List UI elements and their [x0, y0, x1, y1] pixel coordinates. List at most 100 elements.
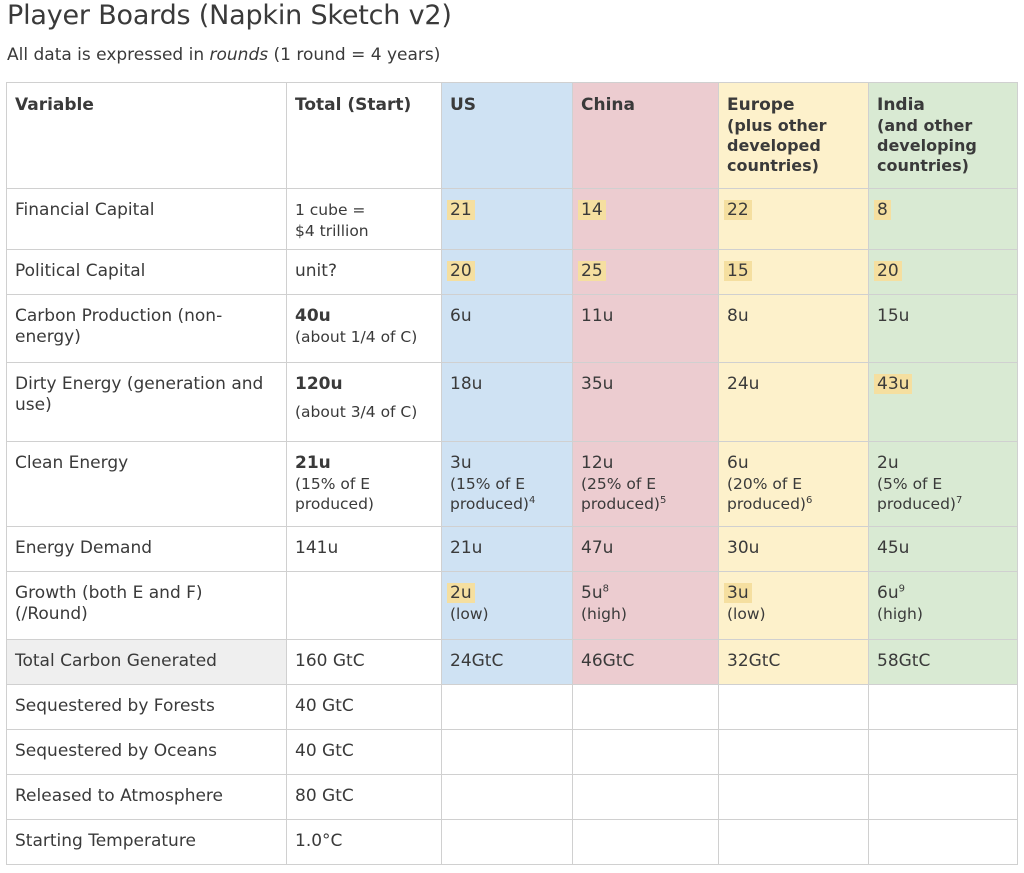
cell-india-dirty-energy: 43u: [868, 362, 1018, 442]
row-forests: Sequestered by Forests 40 GtC: [6, 684, 1018, 730]
total-financial-value: 1 cube =: [295, 201, 366, 219]
footnote-india-clean-energy[interactable]: 7: [955, 494, 963, 506]
cell-us-financial: 21: [441, 188, 573, 250]
total-dirty-energy-value: 120u: [295, 374, 343, 394]
total-clean-energy-sub: (15% of E produced): [295, 475, 374, 513]
value-china-financial: 14: [578, 200, 606, 220]
header-europe-sub: (plus other developed countries): [727, 116, 827, 175]
footnote-china-clean-energy[interactable]: 5: [659, 494, 667, 506]
row-political-capital: Political Capital unit? 20 25 15 20: [6, 249, 1018, 295]
total-financial-capital: 1 cube = $4 trillion: [286, 188, 442, 250]
value-china-dirty-energy: 35u: [572, 362, 719, 442]
empty-cell: [868, 819, 1018, 865]
footnote-china-growth[interactable]: 8: [602, 583, 609, 595]
value-europe-political: 15: [724, 261, 752, 281]
note-india-clean-energy: (5% of E produced)7: [877, 474, 1009, 514]
sub-us-clean-energy: (15% of E produced): [450, 475, 529, 513]
label-clean-energy: Clean Energy: [6, 441, 287, 527]
cell-china-growth: 5u8 (high): [572, 571, 719, 640]
value-europe-financial: 22: [724, 200, 752, 220]
sub-europe-growth: (low): [727, 605, 766, 623]
header-india-label: India: [877, 95, 925, 115]
value-us-total-carbon: 24GtC: [441, 639, 573, 685]
empty-cell: [868, 684, 1018, 730]
cell-india-clean-energy: 2u (5% of E produced)7: [868, 441, 1018, 527]
note-europe-clean-energy: (20% of E produced)6: [727, 474, 860, 514]
cell-europe-clean-energy: 6u (20% of E produced)6: [718, 441, 869, 527]
subtitle-text: All data is expressed in: [7, 45, 210, 65]
empty-cell: [718, 774, 869, 820]
value-india-financial: 8: [874, 200, 891, 220]
total-clean-energy-value: 21u: [295, 453, 331, 473]
value-china-energy-demand: 47u: [572, 526, 719, 572]
row-growth: Growth (both E and F) (/Round) 2u (low) 5…: [6, 571, 1018, 640]
total-political-capital: unit?: [286, 249, 442, 295]
total-dirty-energy-sub: (about 3/4 of C): [295, 403, 418, 421]
label-financial-capital: Financial Capital: [6, 188, 287, 250]
sub-us-growth: (low): [450, 605, 489, 623]
header-europe: Europe (plus other developed countries): [718, 82, 869, 189]
player-boards-table: Variable Total (Start) US China Europe (p…: [6, 82, 1018, 865]
cell-europe-political: 15: [718, 249, 869, 295]
cell-europe-financial: 22: [718, 188, 869, 250]
value-china-carbon-production: 11u: [572, 294, 719, 363]
value-india-clean-energy: 2u: [877, 453, 899, 473]
value-china-total-carbon: 46GtC: [572, 639, 719, 685]
value-india-total-carbon: 58GtC: [868, 639, 1018, 685]
total-forests: 40 GtC: [286, 684, 442, 730]
value-india-energy-demand: 45u: [868, 526, 1018, 572]
sub-india-growth: (high): [877, 605, 923, 623]
footnote-europe-clean-energy[interactable]: 6: [805, 494, 813, 506]
total-clean-energy: 21u (15% of E produced): [286, 441, 442, 527]
header-india: India (and other developing countries): [868, 82, 1018, 189]
value-us-financial: 21: [447, 200, 475, 220]
header-europe-label: Europe: [727, 95, 795, 115]
footnote-india-growth[interactable]: 9: [898, 583, 905, 595]
value-europe-total-carbon: 32GtC: [718, 639, 869, 685]
label-energy-demand: Energy Demand: [6, 526, 287, 572]
total-financial-sub: $4 trillion: [295, 222, 369, 240]
footnote-us-clean-energy[interactable]: 4: [528, 494, 536, 506]
value-us-energy-demand: 21u: [441, 526, 573, 572]
row-oceans: Sequestered by Oceans 40 GtC: [6, 729, 1018, 775]
value-europe-energy-demand: 30u: [718, 526, 869, 572]
cell-india-political: 20: [868, 249, 1018, 295]
label-political-capital: Political Capital: [6, 249, 287, 295]
value-us-political: 20: [447, 261, 475, 281]
sub-china-clean-energy: (25% of E produced): [581, 475, 660, 513]
row-dirty-energy: Dirty Energy (generation and use) 120u (a…: [6, 362, 1018, 442]
subtitle-emphasis: rounds: [209, 45, 269, 65]
sub-china-growth: (high): [581, 605, 627, 623]
note-china-clean-energy: (25% of E produced)5: [581, 474, 710, 514]
empty-cell: [441, 819, 573, 865]
total-oceans: 40 GtC: [286, 729, 442, 775]
empty-cell: [868, 729, 1018, 775]
subtitle-text-end: (1 round = 4 years): [268, 45, 441, 65]
total-temperature: 1.0°C: [286, 819, 442, 865]
note-us-clean-energy: (15% of E produced)4: [450, 474, 564, 514]
label-dirty-energy: Dirty Energy (generation and use): [6, 362, 287, 442]
header-total: Total (Start): [286, 82, 442, 189]
empty-cell: [572, 774, 719, 820]
empty-cell: [718, 819, 869, 865]
empty-cell: [868, 774, 1018, 820]
header-us: US: [441, 82, 573, 189]
total-carbon-production-sub: (about 1/4 of C): [295, 328, 418, 346]
total-total-carbon: 160 GtC: [286, 639, 442, 685]
cell-china-financial: 14: [572, 188, 719, 250]
value-us-carbon-production: 6u: [441, 294, 573, 363]
header-variable: Variable: [6, 82, 287, 189]
row-financial-capital: Financial Capital 1 cube = $4 trillion 21…: [6, 188, 1018, 250]
cell-us-growth: 2u (low): [441, 571, 573, 640]
page-title: Player Boards (Napkin Sketch v2): [7, 0, 452, 31]
row-energy-demand: Energy Demand 141u 21u 47u 30u 45u: [6, 526, 1018, 572]
value-europe-dirty-energy: 24u: [718, 362, 869, 442]
value-europe-clean-energy: 6u: [727, 453, 749, 473]
total-carbon-production-value: 40u: [295, 306, 331, 326]
row-temperature: Starting Temperature 1.0°C: [6, 819, 1018, 865]
value-china-clean-energy: 12u: [581, 453, 614, 473]
empty-cell: [441, 774, 573, 820]
label-oceans: Sequestered by Oceans: [6, 729, 287, 775]
row-clean-energy: Clean Energy 21u (15% of E produced) 3u (1…: [6, 441, 1018, 527]
value-china-political: 25: [578, 261, 606, 281]
